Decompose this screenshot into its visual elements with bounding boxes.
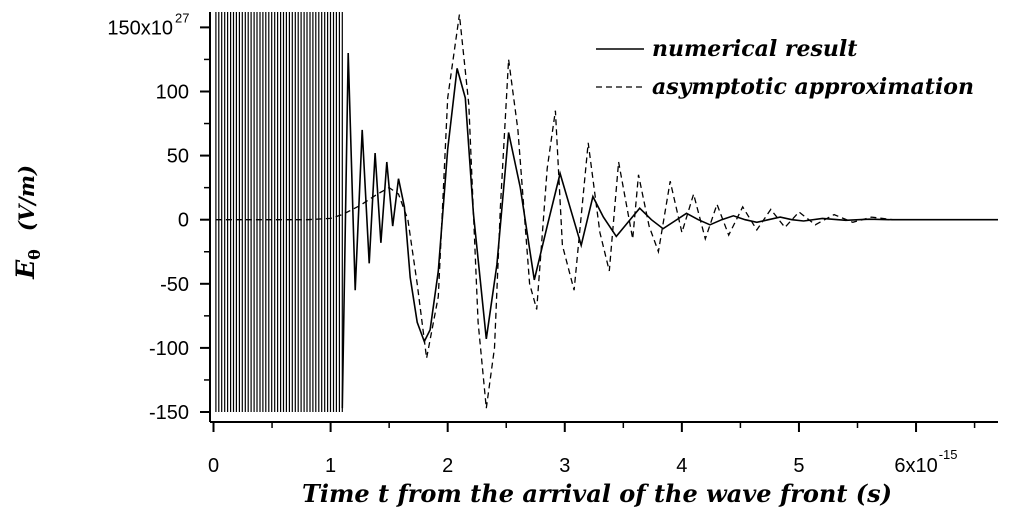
y-axis-title-symbol: E [11,259,40,280]
x-tick-label: 6x10 [894,455,937,477]
y-tick-label: 0 [178,210,189,232]
y-tick-label: -150 [149,402,189,424]
x-tick-label: 5 [793,455,804,477]
numerical-result-dense-oscillation [215,12,343,412]
y-axis-ticks: -150 -100 -50 0 50 100 150x10 27 [107,10,210,424]
legend-label-asymptotic-approximation: asymptotic approximation [652,74,974,100]
legend: numerical result asymptotic approximatio… [596,36,974,100]
series-line-asymptotic-approximation [215,14,998,409]
x-tick-label: 2 [442,455,453,477]
x-axis-ticks: 0 1 2 3 4 5 6x10-15 [208,422,976,477]
y-axis-title-unit: (V/m) [14,165,39,231]
x-tick-label: 0 [208,455,219,477]
y-tick-exponent: 27 [175,10,189,25]
svg-text:Eθ(V/m): Eθ (V/m) [11,165,44,280]
y-tick-label: 150x10 [107,17,173,39]
x-tick-label: 3 [559,455,570,477]
x-tick-label: 4 [676,455,687,477]
x-tick-label: 1 [325,455,336,477]
y-tick-label: 100 [156,81,189,103]
x-axis-title: Time t from the arrival of the wave fron… [302,479,892,508]
y-tick-label: 50 [167,146,189,168]
y-axis-title: Eθ (V/m) [11,165,44,280]
x-tick-exponent: -15 [939,447,958,462]
y-axis-title-subscript: θ [25,249,44,260]
y-tick-label: -100 [149,338,189,360]
y-tick-label: -50 [160,274,189,296]
legend-label-numerical-result: numerical result [652,36,857,62]
series-line-numerical-result [341,52,998,409]
